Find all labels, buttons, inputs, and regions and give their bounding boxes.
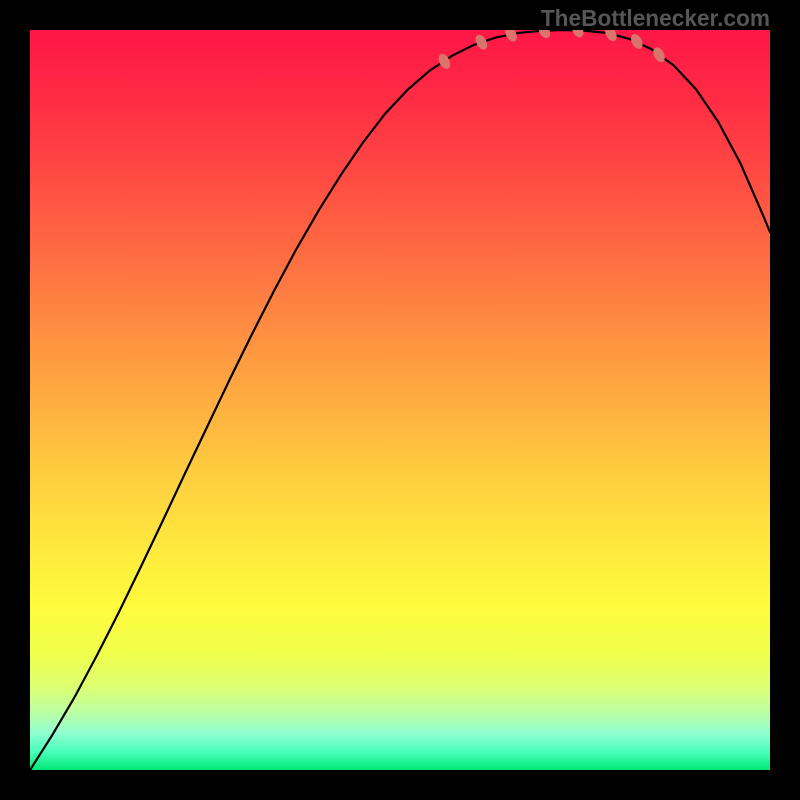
- bottleneck-curve: [30, 30, 770, 770]
- chart-canvas: TheBottlenecker.com: [0, 0, 800, 800]
- curve-marker: [436, 52, 452, 71]
- curve-marker: [503, 30, 519, 43]
- curve-marker: [629, 32, 645, 51]
- plot-area: [30, 30, 770, 770]
- curve-layer: [30, 30, 770, 770]
- curve-marker: [473, 33, 489, 52]
- curve-marker: [651, 45, 667, 64]
- curve-markers: [436, 30, 667, 71]
- watermark-text: TheBottlenecker.com: [541, 5, 770, 32]
